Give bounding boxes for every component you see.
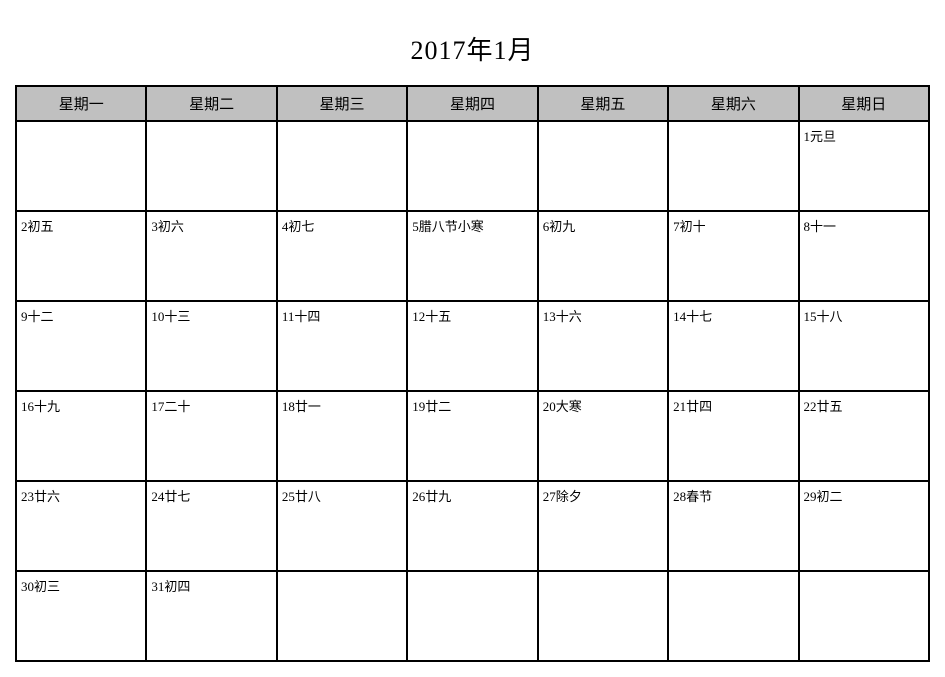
day-cell: 20大寒	[538, 391, 668, 481]
day-cell: 3初六	[146, 211, 276, 301]
day-cell: 23廿六	[16, 481, 146, 571]
day-cell	[277, 121, 407, 211]
header-tue: 星期二	[146, 86, 276, 121]
day-cell: 12十五	[407, 301, 537, 391]
day-cell: 17二十	[146, 391, 276, 481]
header-sat: 星期六	[668, 86, 798, 121]
day-cell	[16, 121, 146, 211]
day-cell: 30初三	[16, 571, 146, 661]
header-thu: 星期四	[407, 86, 537, 121]
header-wed: 星期三	[277, 86, 407, 121]
week-row: 1元旦	[16, 121, 929, 211]
day-cell: 14十七	[668, 301, 798, 391]
day-cell: 10十三	[146, 301, 276, 391]
day-cell	[538, 121, 668, 211]
day-cell: 25廿八	[277, 481, 407, 571]
day-cell	[538, 571, 668, 661]
day-cell: 11十四	[277, 301, 407, 391]
day-cell: 24廿七	[146, 481, 276, 571]
day-cell: 4初七	[277, 211, 407, 301]
day-cell: 31初四	[146, 571, 276, 661]
day-cell: 22廿五	[799, 391, 929, 481]
day-cell	[146, 121, 276, 211]
day-cell: 27除夕	[538, 481, 668, 571]
day-cell: 9十二	[16, 301, 146, 391]
day-cell: 6初九	[538, 211, 668, 301]
day-cell: 18廿一	[277, 391, 407, 481]
calendar-title: 2017年1月	[15, 30, 930, 67]
week-row: 2初五 3初六 4初七 5腊八节小寒 6初九 7初十 8十一	[16, 211, 929, 301]
day-cell: 8十一	[799, 211, 929, 301]
day-cell	[799, 571, 929, 661]
day-cell: 29初二	[799, 481, 929, 571]
day-cell	[407, 121, 537, 211]
header-sun: 星期日	[799, 86, 929, 121]
day-cell: 5腊八节小寒	[407, 211, 537, 301]
day-cell	[668, 121, 798, 211]
week-row: 16十九 17二十 18廿一 19廿二 20大寒 21廿四 22廿五	[16, 391, 929, 481]
calendar-table: 星期一 星期二 星期三 星期四 星期五 星期六 星期日 1元旦 2初五 3初六 …	[15, 85, 930, 662]
day-cell: 7初十	[668, 211, 798, 301]
week-row: 23廿六 24廿七 25廿八 26廿九 27除夕 28春节 29初二	[16, 481, 929, 571]
week-row: 30初三 31初四	[16, 571, 929, 661]
day-cell: 1元旦	[799, 121, 929, 211]
day-cell: 15十八	[799, 301, 929, 391]
day-cell	[407, 571, 537, 661]
day-cell: 19廿二	[407, 391, 537, 481]
header-row: 星期一 星期二 星期三 星期四 星期五 星期六 星期日	[16, 86, 929, 121]
week-row: 9十二 10十三 11十四 12十五 13十六 14十七 15十八	[16, 301, 929, 391]
header-mon: 星期一	[16, 86, 146, 121]
day-cell: 13十六	[538, 301, 668, 391]
day-cell: 28春节	[668, 481, 798, 571]
day-cell: 16十九	[16, 391, 146, 481]
day-cell: 26廿九	[407, 481, 537, 571]
day-cell	[277, 571, 407, 661]
day-cell: 2初五	[16, 211, 146, 301]
day-cell: 21廿四	[668, 391, 798, 481]
day-cell	[668, 571, 798, 661]
header-fri: 星期五	[538, 86, 668, 121]
